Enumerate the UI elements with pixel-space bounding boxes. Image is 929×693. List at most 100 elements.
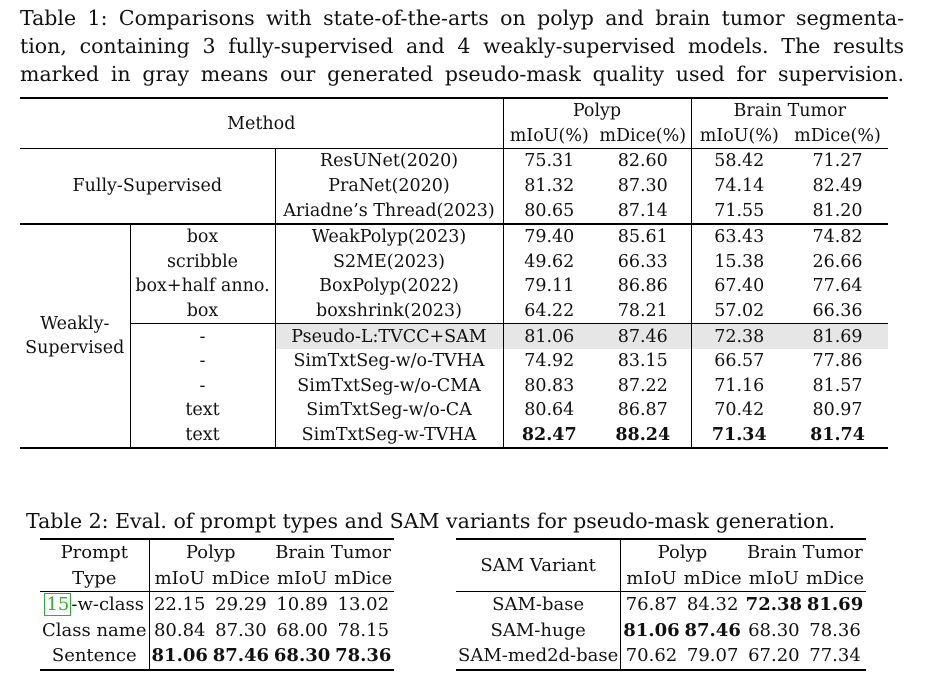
value-cell: 68.00: [276, 619, 328, 641]
header-brain-tumor: Brain Tumor: [271, 538, 395, 566]
header-polyp-miou: mIoU(%): [503, 123, 595, 150]
table-row: Fully-Supervised ResUNet(2020) 75.31 82.…: [20, 148, 888, 225]
variant-name: SAM-base: [456, 591, 622, 618]
value-cell-best: 72.38: [743, 591, 805, 618]
table1-caption-line: marked in gray means our generated pseud…: [20, 62, 904, 86]
value-cell: 57.02: [690, 298, 787, 325]
header-prompt: Prompt: [40, 538, 150, 566]
header-polyp: Polyp: [620, 538, 744, 566]
header-polyp-mdice: mDice(%): [595, 123, 691, 150]
value-cell-best: 82.47: [503, 422, 595, 450]
prompt-type-table: Prompt Polyp Brain Tumor Type mIoU mDice…: [40, 538, 395, 671]
value-cell-best: 88.24: [595, 422, 691, 450]
header-brain-tumor: Brain Tumor: [690, 97, 888, 124]
method-name: boxshrink(2023): [275, 298, 504, 325]
annotation-type: box+half anno.: [130, 274, 276, 299]
value-cell: 71.27: [812, 151, 863, 172]
value-cell: 74.14: [690, 173, 787, 199]
table-row-highlighted: - Pseudo-L:TVCC+SAM 81.06 87.46 72.38 81…: [20, 323, 888, 349]
annotation-type: text: [130, 398, 276, 423]
value-cell: 81.32: [524, 176, 575, 197]
sam-variant-table: SAM Variant Polyp Brain Tumor mIoU mDice…: [456, 538, 867, 671]
method-name: ResUNet(2020): [275, 148, 504, 174]
value-cell: 84.32: [681, 591, 744, 618]
prompt-name: Class name: [40, 617, 150, 643]
table-row: SAM-med2d-base 70.62 79.07 67.20 77.34: [456, 643, 867, 671]
table-row: box boxshrink(2023) 64.22 78.21 57.02 66…: [20, 298, 888, 325]
table-row: - SimTxtSeg-w/o-TVHA 74.92 83.15 66.57 7…: [20, 348, 888, 374]
header-brain-tumor: Brain Tumor: [743, 538, 867, 566]
value-cell: 15.38: [690, 249, 787, 275]
value-cell: 66.33: [617, 251, 668, 272]
value-cell: 86.87: [617, 400, 668, 421]
variant-name: SAM-huge: [456, 617, 622, 643]
value-cell: 87.46: [595, 323, 691, 349]
value-cell-best: 81.06: [623, 619, 680, 641]
value-cell: 75.31: [524, 151, 575, 172]
header-method: Method: [20, 97, 504, 150]
value-cell: 87.22: [617, 375, 668, 396]
header-miou: mIoU: [276, 567, 328, 589]
method-name: SimTxtSeg-w/o-TVHA: [275, 348, 504, 374]
value-cell: 81.57: [812, 375, 863, 396]
value-cell-best: 87.46: [209, 643, 272, 671]
value-cell-best: 87.46: [684, 619, 741, 641]
prompt-suffix: -w-class: [71, 594, 145, 616]
annotation-type: -: [130, 373, 276, 399]
value-cell: 71.16: [690, 373, 787, 399]
variant-name: SAM-med2d-base: [456, 643, 622, 671]
value-cell: 70.42: [690, 398, 787, 423]
value-cell: 87.30: [617, 176, 668, 197]
value-cell: 78.21: [595, 298, 691, 325]
header-polyp: Polyp: [503, 97, 691, 124]
group-weakly-supervised: Weakly- Supervised: [20, 223, 131, 450]
annotation-type: -: [130, 323, 276, 349]
table-row: text SimTxtSeg-w/o-CA 80.64 86.87 70.42 …: [20, 398, 888, 423]
prompt-name: Sentence: [40, 643, 150, 671]
header-mdice: mDice: [806, 567, 865, 589]
value-cell: 29.29: [209, 591, 272, 618]
value-cell: 63.43: [690, 223, 787, 250]
header-brain-mdice: mDice(%): [787, 123, 888, 150]
annotation-type: box: [130, 298, 276, 325]
prompt-name: 15 -w-class: [40, 591, 150, 618]
value-cell: 67.40: [690, 274, 787, 299]
value-cell: 86.86: [617, 276, 668, 297]
table-row: Ariadne’s Thread(2023) 80.65 87.14 71.55…: [20, 198, 888, 225]
value-cell: 77.34: [804, 643, 867, 671]
value-cell: 79.11: [524, 276, 575, 297]
value-cell: 58.42: [690, 148, 787, 174]
value-cell: 26.66: [812, 251, 863, 272]
table-row: SAM-base 76.87 84.32 72.38 81.69: [456, 591, 867, 618]
value-cell: 78.15: [337, 619, 390, 641]
value-cell: 80.83: [524, 375, 575, 396]
value-cell: 74.92: [524, 351, 575, 372]
comparison-table: Method Polyp Brain Tumor mIoU(%) mDice(%…: [20, 97, 888, 450]
value-cell: 49.62: [524, 251, 575, 272]
value-cell-best: 81.06: [149, 643, 210, 671]
value-cell: 76.87: [620, 591, 682, 618]
value-cell-best: 78.36: [332, 643, 395, 671]
value-cell: 72.38: [690, 323, 787, 349]
value-cell: 81.06: [503, 323, 595, 349]
table-row: Sentence 81.06 87.46 68.30 78.36: [40, 643, 395, 671]
group-label-line: Supervised: [25, 338, 125, 359]
table1-caption-line: tion, containing 3 fully-supervised and …: [20, 34, 904, 58]
annotation-type: -: [130, 348, 276, 374]
table-row: text SimTxtSeg-w-TVHA 82.47 88.24 71.34 …: [20, 422, 888, 450]
value-cell: 66.57: [690, 348, 787, 374]
value-cell: 87.14: [595, 198, 691, 225]
method-name: Ariadne’s Thread(2023): [275, 198, 504, 225]
value-cell: 82.49: [812, 176, 863, 197]
annotation-type: text: [130, 422, 276, 450]
table-row: 15 -w-class 22.15 29.29 10.89 13.02: [40, 591, 395, 618]
method-name: SimTxtSeg-w-TVHA: [275, 422, 504, 450]
header-sam-variant: SAM Variant: [456, 538, 622, 592]
value-cell: 85.61: [617, 227, 668, 248]
header-type: Type: [40, 565, 150, 592]
method-name: SimTxtSeg-w/o-CA: [275, 398, 504, 423]
method-name: Pseudo-L:TVCC+SAM: [275, 323, 504, 349]
value-cell: 68.30: [748, 619, 800, 641]
method-name: PraNet(2020): [275, 173, 504, 199]
citation-link[interactable]: 15: [44, 593, 72, 617]
